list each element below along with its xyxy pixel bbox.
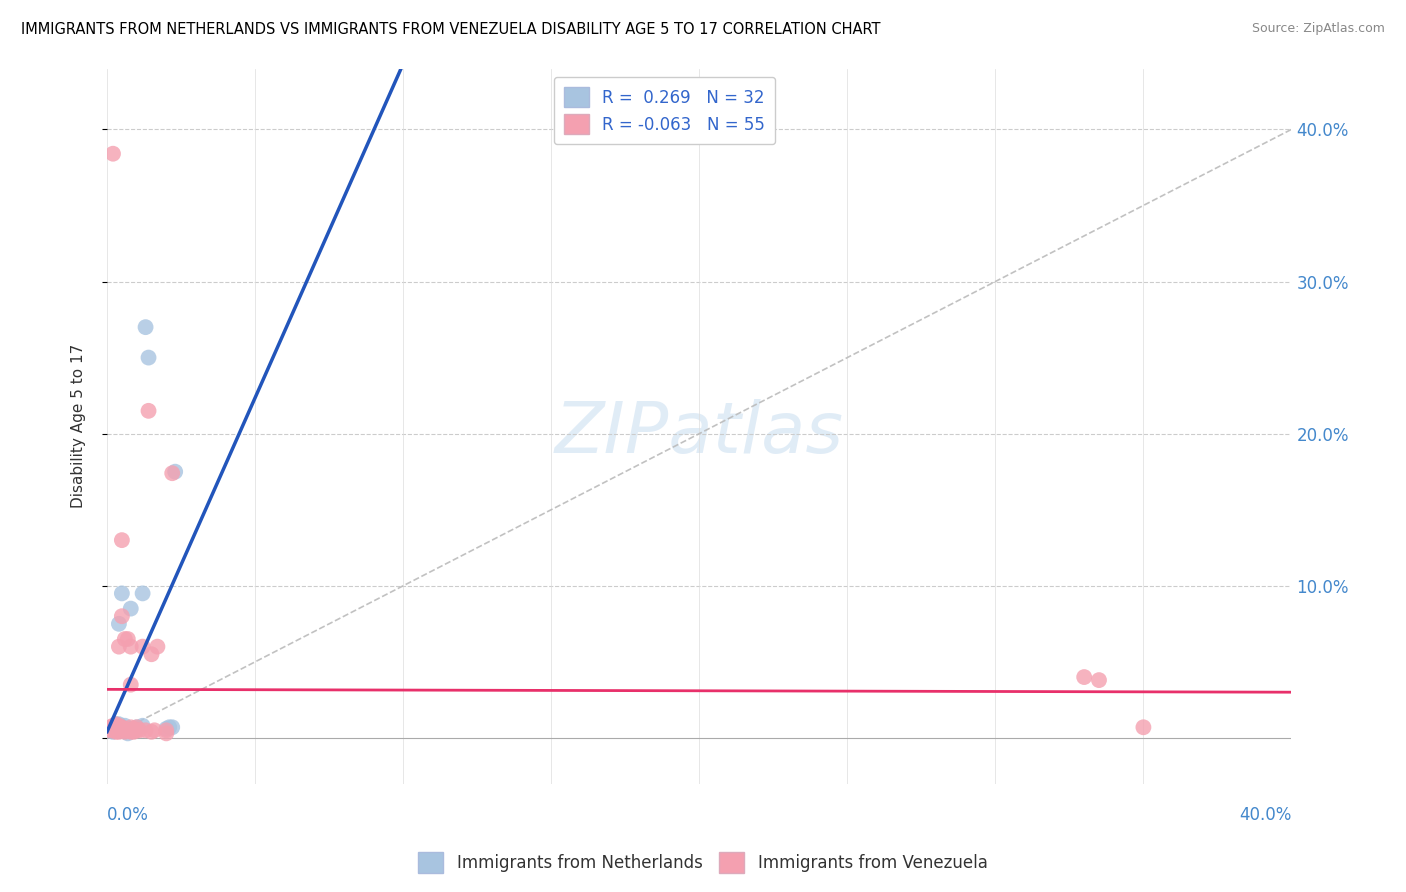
Point <box>117 632 139 646</box>
Point <box>108 720 131 734</box>
Point <box>131 719 153 733</box>
Point <box>108 722 131 736</box>
Point <box>125 720 148 734</box>
Point <box>111 723 134 738</box>
Point <box>104 722 127 736</box>
Point <box>111 586 134 600</box>
Point <box>120 678 142 692</box>
Point <box>108 717 131 731</box>
Text: IMMIGRANTS FROM NETHERLANDS VS IMMIGRANTS FROM VENEZUELA DISABILITY AGE 5 TO 17 : IMMIGRANTS FROM NETHERLANDS VS IMMIGRANT… <box>21 22 880 37</box>
Point <box>1088 673 1111 687</box>
Point <box>111 720 134 734</box>
Point <box>104 723 127 738</box>
Point <box>122 722 145 736</box>
Point <box>141 724 163 739</box>
Point <box>108 640 131 654</box>
Legend: R =  0.269   N = 32, R = -0.063   N = 55: R = 0.269 N = 32, R = -0.063 N = 55 <box>554 77 775 145</box>
Point <box>135 320 157 334</box>
Point <box>104 720 127 734</box>
Point <box>111 533 134 548</box>
Point <box>143 723 166 738</box>
Point <box>114 723 136 738</box>
Point <box>138 404 160 418</box>
Point <box>122 722 145 736</box>
Y-axis label: Disability Age 5 to 17: Disability Age 5 to 17 <box>72 344 86 508</box>
Point <box>111 720 134 734</box>
Point <box>108 722 131 736</box>
Point <box>122 724 145 739</box>
Text: ZIPatlas: ZIPatlas <box>555 399 844 468</box>
Point <box>120 724 142 739</box>
Point <box>104 723 127 738</box>
Point <box>125 723 148 738</box>
Point <box>114 722 136 736</box>
Point <box>135 723 157 738</box>
Point <box>165 465 187 479</box>
Point <box>122 723 145 738</box>
Point <box>104 719 127 733</box>
Point <box>108 723 131 738</box>
Point <box>131 640 153 654</box>
Text: 40.0%: 40.0% <box>1239 806 1292 824</box>
Point <box>117 723 139 738</box>
Point <box>117 726 139 740</box>
Point <box>104 717 127 731</box>
Point <box>138 351 160 365</box>
Point <box>120 720 142 734</box>
Point <box>1073 670 1095 684</box>
Point <box>101 722 124 736</box>
Point <box>111 723 134 738</box>
Point <box>101 720 124 734</box>
Point <box>98 723 121 738</box>
Point <box>114 632 136 646</box>
Point <box>160 720 183 734</box>
Point <box>98 722 121 736</box>
Point <box>101 719 124 733</box>
Point <box>114 723 136 738</box>
Point <box>104 723 127 738</box>
Point <box>98 723 121 738</box>
Point <box>146 640 169 654</box>
Point <box>108 719 131 733</box>
Point <box>101 720 124 734</box>
Point <box>101 724 124 739</box>
Point <box>141 647 163 661</box>
Point <box>117 722 139 736</box>
Point <box>114 719 136 733</box>
Point <box>157 720 180 734</box>
Text: Source: ZipAtlas.com: Source: ZipAtlas.com <box>1251 22 1385 36</box>
Text: 0.0%: 0.0% <box>107 806 149 824</box>
Point <box>104 719 127 733</box>
Point <box>108 723 131 738</box>
Point <box>114 724 136 739</box>
Point <box>98 720 121 734</box>
Point <box>104 722 127 736</box>
Point <box>108 724 131 739</box>
Point <box>111 722 134 736</box>
Point <box>104 724 127 739</box>
Point <box>120 640 142 654</box>
Point <box>101 722 124 736</box>
Point <box>104 720 127 734</box>
Point <box>101 146 124 161</box>
Point <box>128 723 150 738</box>
Point <box>104 717 127 731</box>
Point <box>101 723 124 738</box>
Point <box>98 722 121 736</box>
Point <box>155 726 177 740</box>
Point <box>111 609 134 624</box>
Point <box>1132 720 1154 734</box>
Point <box>155 722 177 736</box>
Point <box>160 466 183 480</box>
Point <box>155 723 177 738</box>
Point <box>131 586 153 600</box>
Legend: Immigrants from Netherlands, Immigrants from Venezuela: Immigrants from Netherlands, Immigrants … <box>412 846 994 880</box>
Point <box>108 616 131 631</box>
Point <box>125 720 148 734</box>
Point <box>120 601 142 615</box>
